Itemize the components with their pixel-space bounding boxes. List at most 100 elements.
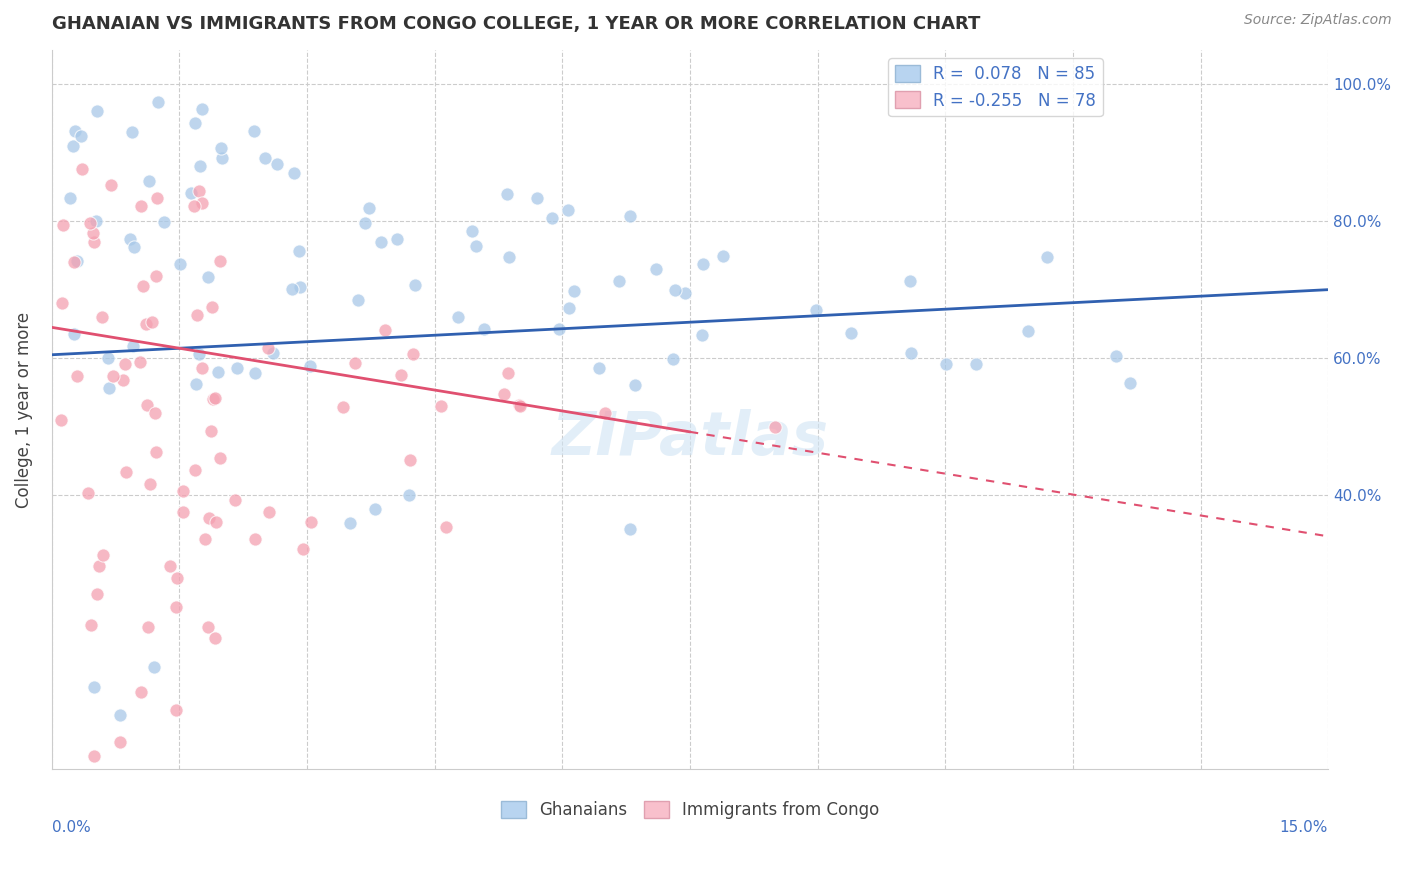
Point	[82, 227, 104, 241]
Legend: Ghanaians, Immigrants from Congo: Ghanaians, Immigrants from Congo	[494, 794, 886, 826]
Point	[389, 368, 412, 382]
Point	[385, 232, 408, 246]
Point	[965, 357, 987, 371]
Point	[404, 278, 426, 293]
Point	[98, 381, 121, 395]
Point	[645, 262, 668, 277]
Point	[194, 532, 217, 546]
Point	[496, 366, 519, 380]
Point	[204, 631, 226, 645]
Point	[558, 301, 581, 315]
Point	[122, 240, 145, 254]
Point	[283, 166, 305, 180]
Point	[430, 399, 453, 413]
Point	[62, 138, 84, 153]
Point	[204, 391, 226, 405]
Point	[263, 346, 285, 360]
Point	[100, 178, 122, 192]
Point	[347, 293, 370, 307]
Point	[259, 505, 281, 519]
Point	[186, 308, 208, 322]
Point	[66, 368, 89, 383]
Point	[66, 254, 89, 268]
Point	[72, 161, 94, 176]
Y-axis label: College, 1 year or more: College, 1 year or more	[15, 311, 32, 508]
Point	[243, 124, 266, 138]
Point	[136, 398, 159, 412]
Point	[492, 386, 515, 401]
Point	[136, 620, 159, 634]
Point	[226, 360, 249, 375]
Text: ZIPatlas: ZIPatlas	[551, 409, 828, 468]
Point	[190, 196, 212, 211]
Point	[91, 548, 114, 562]
Point	[619, 523, 641, 537]
Point	[548, 321, 571, 335]
Point	[472, 322, 495, 336]
Point	[129, 684, 152, 698]
Point	[508, 398, 530, 412]
Point	[165, 703, 187, 717]
Point	[224, 492, 246, 507]
Point	[198, 511, 221, 525]
Point	[138, 174, 160, 188]
Point	[254, 151, 277, 165]
Point	[190, 159, 212, 173]
Point	[208, 451, 231, 466]
Point	[299, 515, 322, 529]
Point	[509, 399, 531, 413]
Point	[172, 484, 194, 499]
Point	[52, 218, 75, 232]
Point	[121, 125, 143, 139]
Point	[62, 255, 84, 269]
Point	[77, 486, 100, 500]
Point	[588, 360, 610, 375]
Point	[188, 184, 211, 198]
Point	[287, 244, 309, 259]
Point	[197, 270, 219, 285]
Point	[172, 505, 194, 519]
Text: 0.0%: 0.0%	[52, 820, 90, 835]
Point	[339, 516, 361, 530]
Point	[245, 532, 267, 546]
Point	[1017, 324, 1039, 338]
Text: GHANAIAN VS IMMIGRANTS FROM CONGO COLLEGE, 1 YEAR OR MORE CORRELATION CHART: GHANAIAN VS IMMIGRANTS FROM CONGO COLLEG…	[52, 15, 980, 33]
Point	[1105, 349, 1128, 363]
Point	[83, 680, 105, 694]
Text: 15.0%: 15.0%	[1279, 820, 1329, 835]
Point	[298, 359, 321, 373]
Point	[209, 141, 232, 155]
Point	[115, 465, 138, 479]
Point	[145, 445, 167, 459]
Point	[139, 477, 162, 491]
Point	[183, 199, 205, 213]
Point	[291, 541, 314, 556]
Point	[83, 748, 105, 763]
Point	[399, 453, 422, 467]
Point	[841, 326, 863, 340]
Point	[142, 659, 165, 673]
Point	[900, 345, 922, 359]
Point	[461, 225, 484, 239]
Point	[624, 377, 647, 392]
Point	[187, 347, 209, 361]
Point	[200, 300, 222, 314]
Point	[131, 199, 153, 213]
Point	[354, 216, 377, 230]
Point	[69, 128, 91, 143]
Point	[434, 519, 457, 533]
Point	[86, 587, 108, 601]
Point	[281, 282, 304, 296]
Point	[763, 419, 786, 434]
Point	[711, 249, 734, 263]
Point	[108, 707, 131, 722]
Point	[79, 216, 101, 230]
Point	[159, 559, 181, 574]
Point	[288, 279, 311, 293]
Point	[496, 186, 519, 201]
Point	[1119, 376, 1142, 390]
Point	[690, 327, 713, 342]
Point	[541, 211, 564, 226]
Point	[59, 191, 82, 205]
Point	[804, 303, 827, 318]
